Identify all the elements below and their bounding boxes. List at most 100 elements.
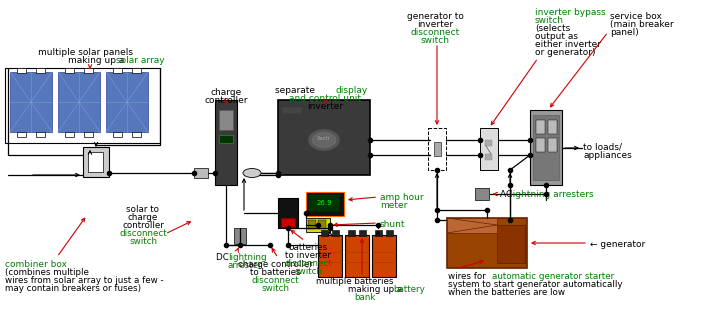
Text: ← generator: ← generator — [590, 240, 645, 249]
Bar — [318, 220, 326, 229]
Text: battery: battery — [393, 285, 425, 294]
Text: to inverter: to inverter — [285, 251, 331, 260]
Bar — [106, 72, 148, 132]
Bar — [281, 218, 295, 227]
Text: switch: switch — [261, 284, 289, 293]
Bar — [480, 128, 498, 170]
Bar — [318, 235, 342, 277]
Text: controller: controller — [204, 96, 247, 105]
Text: AC: AC — [500, 190, 515, 199]
Text: bank: bank — [354, 293, 376, 302]
Bar — [113, 68, 122, 73]
Bar — [282, 107, 302, 114]
Text: switch: switch — [535, 16, 564, 25]
Text: separate: separate — [275, 86, 318, 95]
FancyBboxPatch shape — [447, 218, 527, 268]
Text: panel): panel) — [610, 28, 639, 37]
Bar — [306, 192, 344, 216]
Ellipse shape — [243, 169, 261, 178]
Text: wires for: wires for — [448, 272, 489, 281]
Bar — [536, 138, 545, 152]
Bar — [5, 68, 160, 143]
Text: switch: switch — [294, 267, 322, 276]
Text: (selects: (selects — [535, 24, 570, 33]
Bar — [372, 235, 396, 277]
Bar — [548, 138, 557, 152]
Text: lightning: lightning — [228, 253, 266, 262]
Ellipse shape — [312, 133, 336, 147]
Bar — [375, 230, 382, 236]
Text: arrester: arrester — [227, 261, 261, 270]
Bar — [533, 115, 559, 180]
Text: service box: service box — [610, 12, 662, 21]
Text: shunt: shunt — [380, 220, 405, 229]
Text: disconnect: disconnect — [251, 276, 299, 285]
Text: to loads/: to loads/ — [583, 143, 622, 152]
Bar — [321, 230, 328, 236]
Text: generator to: generator to — [407, 12, 463, 21]
Text: making up a: making up a — [348, 285, 405, 294]
Text: output as: output as — [535, 32, 578, 41]
Text: (combines multiple: (combines multiple — [5, 268, 89, 277]
Text: making up a: making up a — [68, 56, 128, 65]
Text: charge: charge — [210, 88, 242, 97]
Text: Xantr: Xantr — [317, 135, 331, 140]
Text: or generator): or generator) — [535, 48, 596, 57]
Text: meter: meter — [380, 201, 407, 210]
Bar — [132, 132, 141, 137]
Bar — [475, 188, 489, 200]
Text: solar to: solar to — [126, 205, 160, 214]
Bar — [220, 136, 224, 142]
Bar — [306, 218, 330, 232]
Bar — [530, 110, 562, 185]
Bar — [497, 225, 525, 263]
Text: either inverter: either inverter — [535, 40, 601, 49]
Bar — [215, 100, 237, 185]
Bar — [219, 135, 233, 143]
Bar — [58, 72, 100, 132]
Text: switch: switch — [129, 237, 157, 246]
Text: inverter: inverter — [417, 20, 453, 29]
Bar — [17, 68, 26, 73]
Bar — [359, 230, 366, 236]
Text: to batteries: to batteries — [250, 268, 300, 277]
Text: inverter: inverter — [307, 102, 343, 111]
Bar — [278, 100, 370, 175]
Bar — [84, 68, 93, 73]
Bar — [219, 110, 233, 130]
Ellipse shape — [308, 129, 340, 151]
Bar — [132, 68, 141, 73]
Text: solar array: solar array — [116, 56, 165, 65]
Bar — [36, 68, 45, 73]
Bar — [234, 228, 246, 244]
Bar — [428, 128, 446, 170]
Text: (main breaker: (main breaker — [610, 20, 674, 29]
Text: combiner box: combiner box — [5, 260, 67, 269]
Bar — [308, 220, 316, 229]
Text: inverter bypass: inverter bypass — [535, 8, 606, 17]
Bar — [10, 72, 52, 132]
Text: charge: charge — [128, 213, 158, 222]
Text: when the batteries are low: when the batteries are low — [448, 288, 565, 297]
Bar — [386, 230, 393, 236]
Text: DC: DC — [216, 253, 231, 262]
Text: switch: switch — [421, 36, 449, 45]
Text: disconnect: disconnect — [119, 229, 167, 238]
Text: multiple solar panels: multiple solar panels — [37, 48, 132, 57]
Text: automatic generator starter: automatic generator starter — [492, 272, 614, 281]
Text: may contain breakers or fuses): may contain breakers or fuses) — [5, 284, 141, 293]
Text: batteries: batteries — [288, 243, 327, 252]
Bar — [536, 120, 545, 134]
Bar — [348, 230, 355, 236]
Bar — [84, 132, 93, 137]
Text: appliances: appliances — [583, 151, 632, 160]
Text: lightning arresters: lightning arresters — [510, 190, 594, 199]
Text: and control unit: and control unit — [289, 94, 361, 103]
Text: system to start generator automatically: system to start generator automatically — [448, 280, 622, 289]
Bar — [278, 198, 298, 228]
Bar — [434, 142, 441, 156]
Bar — [17, 132, 26, 137]
Bar — [65, 68, 74, 73]
Bar — [548, 120, 557, 134]
Text: disconnect: disconnect — [410, 28, 460, 37]
